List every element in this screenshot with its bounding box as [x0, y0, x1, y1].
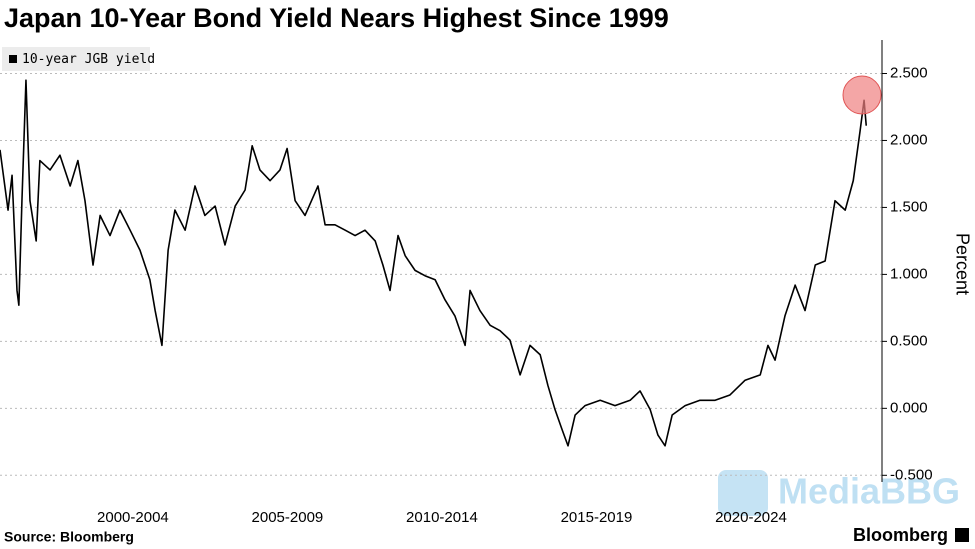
x-tick-label: 2005-2009 — [252, 509, 324, 526]
x-tick-label: 2020-2024 — [715, 509, 787, 526]
x-tick-label: 2000-2004 — [97, 509, 169, 526]
y-tick-label: 0.500 — [890, 332, 928, 349]
legend-swatch — [9, 55, 17, 63]
y-tick-label: 2.000 — [890, 131, 928, 148]
x-tick-label: 2010-2014 — [406, 509, 478, 526]
source: Source: Bloomberg — [4, 529, 134, 545]
y-tick-label: 0.000 — [890, 399, 928, 416]
brand: Bloomberg — [853, 525, 948, 545]
series-line — [0, 79, 868, 447]
highlight-circle — [842, 75, 882, 115]
legend-label: 10-year JGB yield — [22, 52, 155, 67]
legend-box — [2, 47, 150, 71]
brand-icon — [955, 528, 969, 542]
watermark: MediaBBG — [778, 471, 960, 512]
y-tick-label: 2.500 — [890, 64, 928, 81]
y-tick-label: -0.500 — [890, 466, 933, 483]
y-tick-label: 1.500 — [890, 198, 928, 215]
chart-title: Japan 10-Year Bond Yield Nears Highest S… — [4, 3, 669, 33]
watermark-icon — [718, 470, 768, 516]
y-tick-label: 1.000 — [890, 265, 928, 282]
x-tick-label: 2015-2019 — [561, 509, 633, 526]
y-axis-label: Percent — [952, 233, 972, 295]
